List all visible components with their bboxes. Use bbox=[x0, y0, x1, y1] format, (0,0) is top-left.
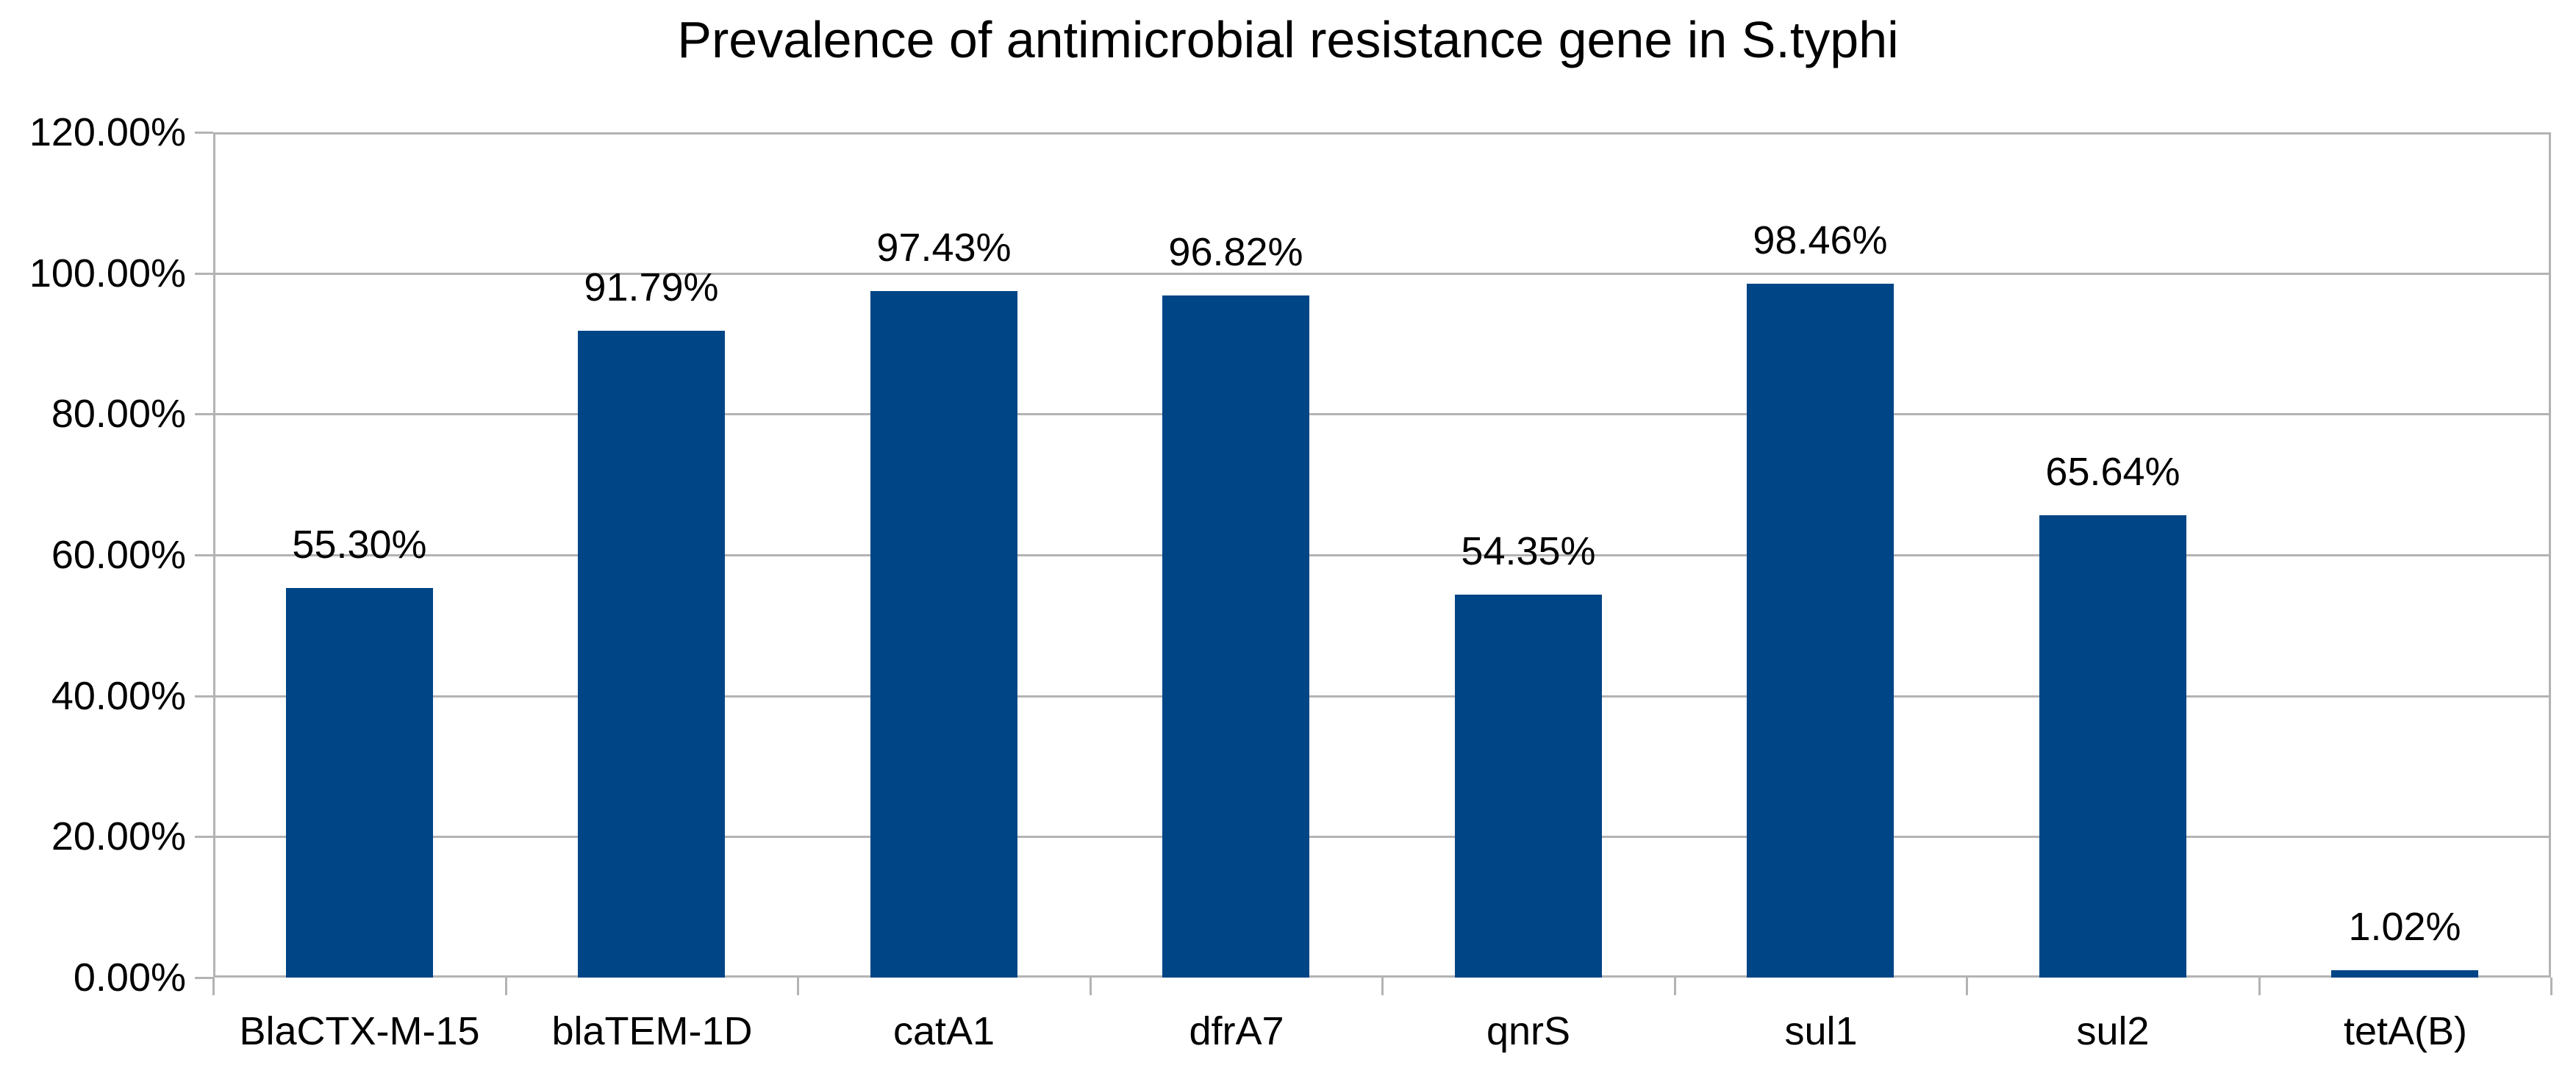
gridline-20 bbox=[213, 836, 2551, 838]
bar-value-label: 1.02% bbox=[2348, 905, 2461, 949]
bar-tetA(B) bbox=[2331, 970, 2478, 978]
y-axis-tick-label: 120.00% bbox=[29, 110, 186, 154]
x-axis-category-label: sul1 bbox=[1784, 1009, 1858, 1053]
y-axis-tick-label: 20.00% bbox=[51, 814, 186, 858]
gridline-80 bbox=[213, 413, 2551, 415]
x-axis-category-label: catA1 bbox=[892, 1009, 995, 1053]
x-axis-category-label: sul2 bbox=[2076, 1009, 2150, 1053]
x-axis-tick-mark bbox=[1090, 978, 1092, 995]
bar-blaTEM-1D bbox=[578, 331, 725, 978]
y-axis-tick-label: 0.00% bbox=[73, 956, 186, 1000]
y-axis-tick-mark bbox=[195, 413, 213, 415]
gridline-60 bbox=[213, 554, 2551, 556]
y-axis-tick-mark bbox=[195, 554, 213, 556]
bar-value-label: 97.43% bbox=[876, 226, 1012, 270]
gridline-40 bbox=[213, 695, 2551, 698]
bar-value-label: 65.64% bbox=[2045, 450, 2180, 494]
bar-value-label: 91.79% bbox=[584, 265, 719, 309]
x-axis-tick-mark bbox=[2550, 978, 2552, 995]
chart-title: Prevalence of antimicrobial resistance g… bbox=[677, 11, 1899, 68]
bar-sul1 bbox=[1747, 284, 1894, 978]
x-axis-category-label: BlaCTX-M-15 bbox=[239, 1009, 480, 1053]
bar-value-label: 54.35% bbox=[1461, 529, 1596, 573]
bar-BlaCTX-M-15 bbox=[286, 588, 433, 978]
x-axis-category-label: dfrA7 bbox=[1189, 1009, 1284, 1053]
x-axis-category-label: tetA(B) bbox=[2343, 1009, 2468, 1053]
x-axis-tick-mark bbox=[2258, 978, 2261, 995]
x-axis-category-label: blaTEM-1D bbox=[551, 1009, 753, 1053]
x-axis-tick-mark bbox=[1381, 978, 1384, 995]
y-axis-tick-mark bbox=[195, 695, 213, 698]
y-axis-tick-label: 60.00% bbox=[51, 533, 186, 577]
y-axis-tick-mark bbox=[195, 836, 213, 838]
x-axis-tick-mark bbox=[212, 978, 215, 995]
bar-sul2 bbox=[2039, 515, 2186, 978]
gridline-100 bbox=[213, 273, 2551, 275]
bar-catA1 bbox=[870, 291, 1017, 978]
x-axis-tick-mark bbox=[1966, 978, 1968, 995]
y-axis-tick-mark bbox=[195, 132, 213, 134]
x-axis-tick-mark bbox=[797, 978, 799, 995]
y-axis-tick-mark bbox=[195, 273, 213, 275]
y-axis-tick-mark bbox=[195, 977, 213, 979]
x-axis-tick-mark bbox=[505, 978, 507, 995]
x-axis-category-label: qnrS bbox=[1486, 1009, 1571, 1053]
bar-value-label: 98.46% bbox=[1753, 218, 1888, 262]
y-axis-tick-label: 100.00% bbox=[29, 251, 186, 295]
bar-dfrA7 bbox=[1162, 295, 1309, 978]
bar-value-label: 96.82% bbox=[1168, 230, 1303, 274]
y-axis-tick-label: 80.00% bbox=[51, 392, 186, 436]
bar-value-label: 55.30% bbox=[292, 523, 427, 567]
bar-qnrS bbox=[1455, 595, 1602, 978]
y-axis-tick-label: 40.00% bbox=[51, 674, 186, 718]
x-axis-tick-mark bbox=[1674, 978, 1676, 995]
